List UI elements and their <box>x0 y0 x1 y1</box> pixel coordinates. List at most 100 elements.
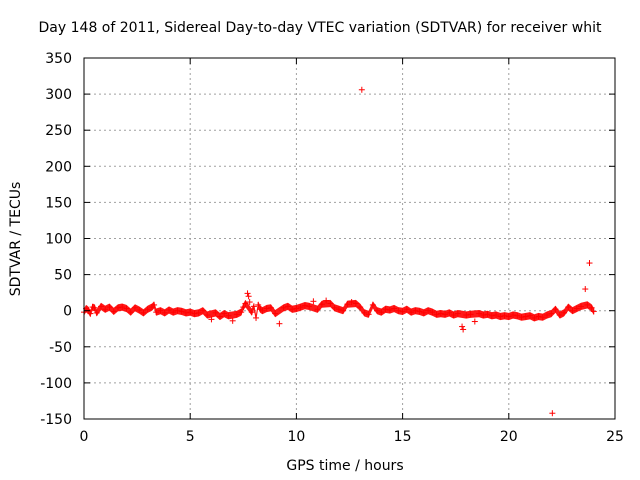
data-point <box>535 313 542 320</box>
data-point <box>505 313 512 320</box>
data-point <box>110 308 117 315</box>
data-point <box>361 309 368 316</box>
data-point <box>476 310 483 317</box>
data-point <box>199 307 206 314</box>
data-points <box>81 86 597 417</box>
data-point <box>365 311 372 318</box>
data-point <box>527 312 534 319</box>
data-point <box>119 304 126 311</box>
data-point <box>323 297 330 304</box>
data-point <box>97 303 104 310</box>
data-point <box>459 323 466 330</box>
data-point <box>340 307 347 314</box>
data-point <box>522 313 529 320</box>
data-point <box>344 301 351 308</box>
grid-lines <box>84 58 615 419</box>
data-point <box>561 309 568 316</box>
data-point <box>272 310 279 317</box>
data-point <box>229 317 236 324</box>
data-point <box>106 304 113 311</box>
data-point <box>548 310 555 317</box>
data-point <box>403 306 410 313</box>
data-point <box>497 313 504 320</box>
data-point <box>127 309 134 316</box>
data-point <box>318 301 325 308</box>
data-point <box>136 306 143 313</box>
y-tick-label: -100 <box>40 376 72 392</box>
data-point <box>544 312 551 319</box>
x-tick-label: 15 <box>394 429 412 445</box>
data-point <box>335 306 342 313</box>
data-point <box>289 306 296 313</box>
data-point <box>182 309 189 316</box>
y-tick-label: -50 <box>49 340 72 356</box>
data-point <box>221 310 228 317</box>
data-point <box>195 309 202 316</box>
data-point <box>225 312 232 319</box>
data-point <box>187 309 194 316</box>
data-point <box>378 309 385 316</box>
y-tick-label: 0 <box>63 304 72 320</box>
data-point <box>240 304 247 311</box>
data-point <box>480 312 487 319</box>
data-point <box>102 306 109 313</box>
y-tick-label: 50 <box>54 268 72 284</box>
data-point <box>157 307 164 314</box>
data-point <box>442 311 449 318</box>
data-point <box>259 307 266 314</box>
data-point <box>588 304 595 311</box>
data-point <box>586 260 593 267</box>
data-point <box>552 306 559 313</box>
data-point <box>454 310 461 317</box>
data-point <box>463 312 470 319</box>
data-point <box>531 314 538 321</box>
data-point <box>488 312 495 319</box>
data-point <box>310 298 317 305</box>
y-axis-label: SDTVAR / TECUs <box>8 182 24 297</box>
data-point <box>348 299 355 306</box>
data-point <box>284 303 291 310</box>
data-point <box>246 299 253 306</box>
data-point <box>569 307 576 314</box>
data-point <box>514 312 521 319</box>
data-point <box>446 309 453 316</box>
data-point <box>114 304 121 311</box>
y-tick-label: 200 <box>45 159 72 175</box>
data-point <box>391 305 398 312</box>
data-point <box>501 312 508 319</box>
data-point <box>250 303 257 310</box>
x-tick-label: 0 <box>80 429 89 445</box>
data-point <box>208 316 215 323</box>
y-tick-label: 300 <box>45 87 72 103</box>
data-point <box>433 311 440 318</box>
data-point <box>242 300 249 307</box>
data-point <box>153 309 160 316</box>
data-point <box>510 312 517 319</box>
data-point <box>578 303 585 310</box>
data-point <box>140 309 147 316</box>
y-tick-label: -150 <box>40 412 72 428</box>
y-tick-label: 350 <box>45 51 72 67</box>
data-point <box>549 410 556 417</box>
data-point <box>374 307 381 314</box>
data-point <box>293 305 300 312</box>
data-point <box>484 311 491 318</box>
data-point <box>416 308 423 315</box>
data-point <box>174 307 181 314</box>
axis-ticks: 0 5 10 15 20 25 -150 -100 -50 0 50 100 150 200 250 300 3… <box>40 51 624 445</box>
data-point <box>255 301 262 308</box>
x-tick-label: 10 <box>287 429 305 445</box>
data-point <box>399 308 406 315</box>
data-point <box>144 306 151 313</box>
data-point <box>582 286 589 293</box>
data-point <box>131 304 138 311</box>
data-point <box>412 307 419 314</box>
data-point <box>331 304 338 311</box>
data-point <box>248 309 255 316</box>
data-point <box>556 312 563 319</box>
data-point <box>460 326 467 333</box>
data-point <box>87 310 94 317</box>
data-point <box>151 301 158 308</box>
data-point <box>539 314 546 321</box>
